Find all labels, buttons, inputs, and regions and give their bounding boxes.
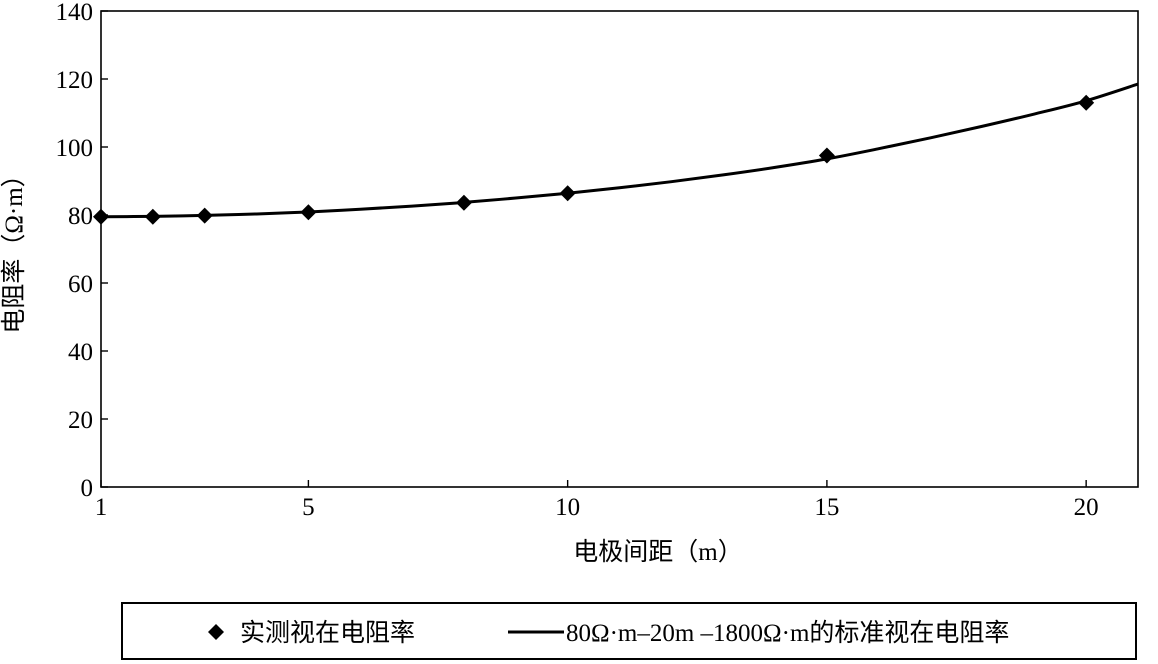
data-point-marker: [1078, 94, 1095, 111]
x-tick-label: 5: [302, 494, 315, 521]
y-axis-title: 电阻率（Ω·m）: [0, 162, 28, 333]
y-tick-label: 120: [56, 67, 94, 94]
data-point-marker: [144, 208, 161, 225]
series-line-1: [101, 82, 1138, 219]
data-point-marker: [455, 194, 472, 211]
x-axis: 1 5 10 15 20: [95, 480, 1099, 521]
data-point-marker: [300, 204, 317, 221]
data-point-marker: [93, 208, 109, 225]
x-tick-label: 1: [95, 494, 108, 521]
data-point-marker: [818, 147, 835, 164]
y-tick-label: 20: [68, 407, 93, 434]
plot-area: [93, 10, 1139, 488]
y-tick-label: 100: [56, 135, 94, 162]
legend-label-standard: 80Ω·m–20m –1800Ω·m的标准视在电阻率: [566, 619, 1009, 647]
x-tick-label: 10: [555, 494, 580, 521]
data-point-marker: [559, 185, 576, 202]
x-tick-label: 15: [814, 494, 839, 521]
y-tick-label: 140: [56, 0, 94, 26]
legend-box: [121, 602, 1137, 660]
y-tick-label: 60: [68, 271, 93, 298]
y-tick-label: 40: [68, 339, 93, 366]
legend-marker-diamond: [208, 624, 224, 640]
plot-frame: [100, 10, 1139, 488]
legend-label-measured: 实测视在电阻率: [240, 619, 415, 647]
y-tick-label: 0: [81, 475, 94, 502]
x-tick-label: 20: [1074, 494, 1099, 521]
data-point-marker: [196, 207, 213, 224]
y-axis: 0 20 40 60 80 100 120 140: [56, 0, 108, 502]
legend: 实测视在电阻率 80Ω·m–20m –1800Ω·m的标准视在电阻率: [121, 602, 1137, 660]
x-axis-title: 电极间距（m）: [573, 538, 742, 566]
y-tick-label: 80: [68, 203, 93, 230]
